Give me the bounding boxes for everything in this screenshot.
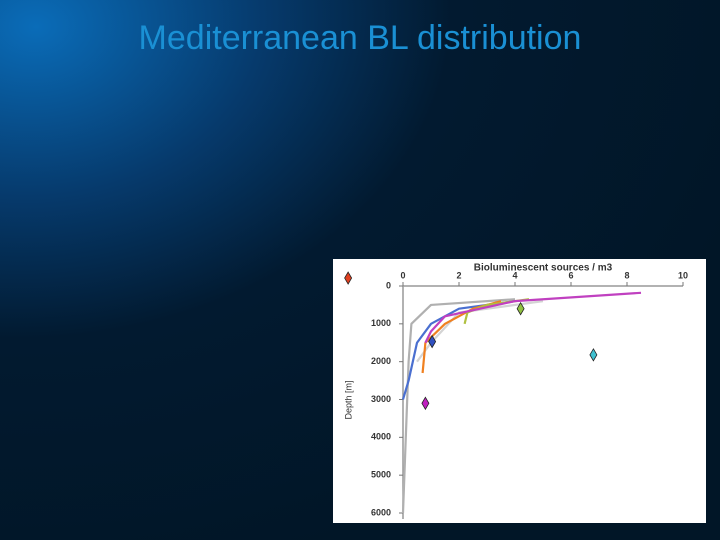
diamond-marker bbox=[428, 334, 437, 349]
series-line bbox=[401, 298, 516, 514]
x-tick-label: 6 bbox=[568, 270, 573, 280]
diamond-marker bbox=[344, 271, 353, 285]
diamond-marker bbox=[589, 348, 598, 362]
y-axis-label: Depth [m] bbox=[343, 380, 353, 419]
y-tick-label: 3000 bbox=[371, 394, 391, 404]
series-line bbox=[401, 300, 516, 400]
chart-panel bbox=[333, 259, 706, 523]
y-tick-label: 1000 bbox=[371, 318, 391, 328]
x-tick-label: 4 bbox=[512, 270, 517, 280]
x-tick-label: 2 bbox=[456, 270, 461, 280]
y-tick-label: 4000 bbox=[371, 432, 391, 442]
y-tick-label: 6000 bbox=[371, 507, 391, 517]
x-tick-label: 8 bbox=[624, 270, 629, 280]
series-line bbox=[424, 291, 642, 344]
chart-title: Bioluminescent sources / m3 bbox=[474, 263, 613, 274]
y-tick-label: 0 bbox=[386, 280, 391, 290]
x-tick-label: 0 bbox=[400, 270, 405, 280]
y-tick-label: 5000 bbox=[371, 470, 391, 480]
diamond-marker bbox=[421, 396, 430, 411]
diamond-marker bbox=[516, 301, 525, 316]
slide-title: Mediterranean BL distribution bbox=[139, 19, 582, 57]
y-tick-label: 2000 bbox=[371, 356, 391, 366]
x-tick-label: 10 bbox=[678, 270, 688, 280]
